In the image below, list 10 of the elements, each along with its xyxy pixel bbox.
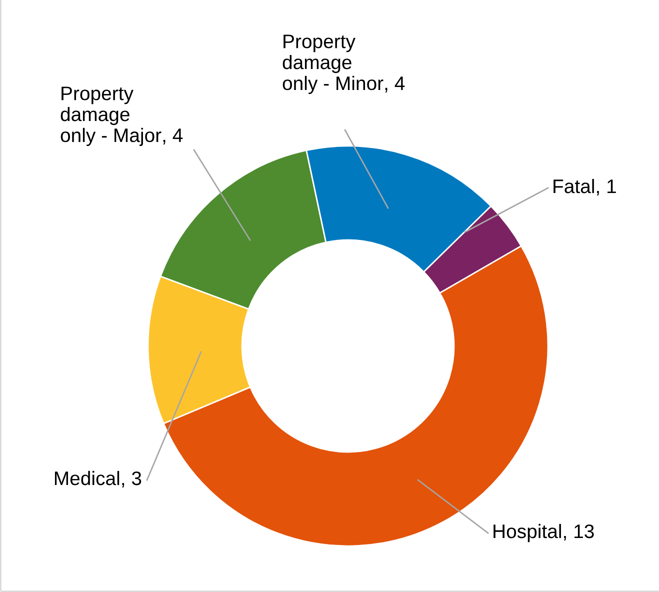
slice-label: Hospital <box>494 524 561 542</box>
slice-label: Property damage only - Minor <box>282 34 384 94</box>
slice-label: Fatal <box>554 178 594 194</box>
data-label: , 13 <box>564 524 594 541</box>
slice-label: Property damage only - Major <box>60 86 162 146</box>
data-label: , 1 <box>596 180 616 196</box>
data-label: , 4 <box>163 128 183 144</box>
data-label: , 3 <box>122 471 142 488</box>
slice-label: Medical <box>54 470 120 486</box>
data-label: , 4 <box>385 76 405 92</box>
